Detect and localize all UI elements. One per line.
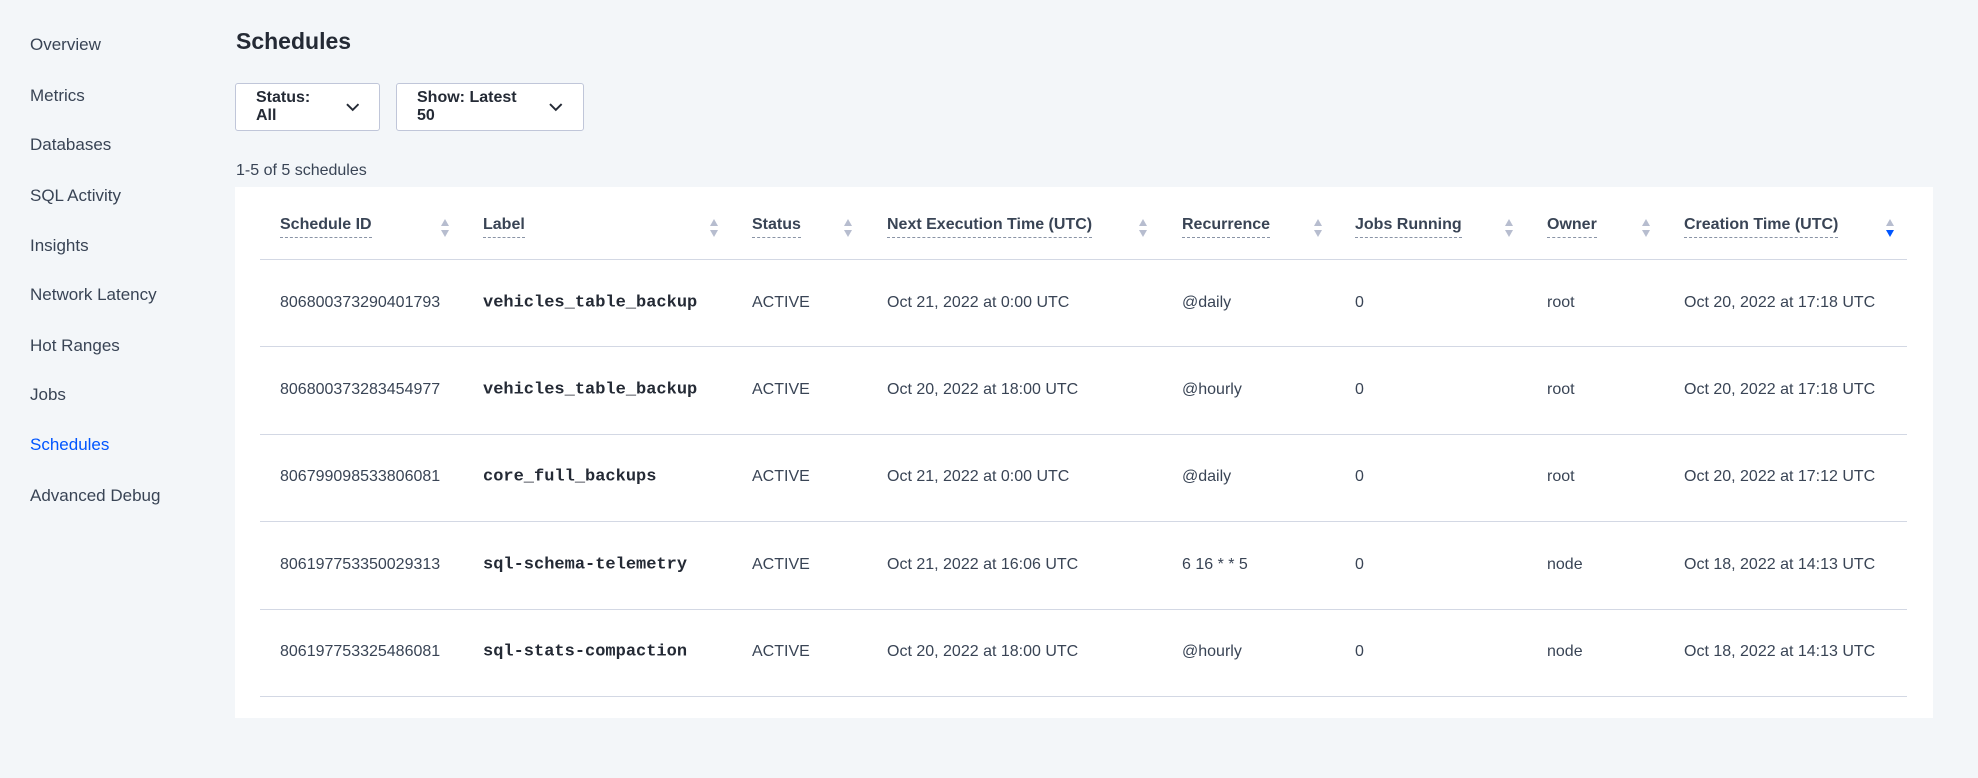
status-cell: ACTIVE <box>752 381 810 398</box>
sort-icon[interactable] <box>1138 217 1148 239</box>
sidebar-item-hot-ranges[interactable]: Hot Ranges <box>30 336 120 355</box>
sidebar-item-insights[interactable]: Insights <box>30 236 89 255</box>
recurrence-cell: @hourly <box>1182 381 1242 398</box>
recurrence-cell: @daily <box>1182 468 1232 485</box>
row-divider <box>260 434 1907 435</box>
sort-icon[interactable] <box>1504 217 1514 239</box>
column-header[interactable]: Label <box>483 216 525 238</box>
label-cell: sql-stats-compaction <box>483 642 688 662</box>
sidebar-item-schedules[interactable]: Schedules <box>30 435 110 454</box>
next-execution-time-cell: Oct 20, 2022 at 18:00 UTC <box>887 643 1079 660</box>
sidebar-item-metrics[interactable]: Metrics <box>30 86 85 105</box>
sidebar-item-sql-activity[interactable]: SQL Activity <box>30 186 122 205</box>
column-header[interactable]: Status <box>752 216 801 238</box>
jobs-running-cell: 0 <box>1355 643 1364 660</box>
creation-time-cell: Oct 18, 2022 at 14:13 UTC <box>1684 643 1876 660</box>
creation-time-cell: Oct 20, 2022 at 17:12 UTC <box>1684 468 1876 485</box>
recurrence-cell: @daily <box>1182 294 1232 311</box>
next-execution-time-cell: Oct 21, 2022 at 0:00 UTC <box>887 468 1070 485</box>
column-header[interactable]: Next Execution Time (UTC) <box>887 216 1093 238</box>
sort-icon[interactable] <box>1885 217 1895 239</box>
column-header[interactable]: Recurrence <box>1182 216 1271 238</box>
next-execution-time-cell: Oct 21, 2022 at 16:06 UTC <box>887 556 1079 573</box>
recurrence-cell: 6 16 * * 5 <box>1182 556 1248 573</box>
column-header[interactable]: Owner <box>1547 216 1597 238</box>
column-header[interactable]: Schedule ID <box>280 216 372 238</box>
sort-icon[interactable] <box>843 217 853 239</box>
chevron-down-icon <box>549 102 563 111</box>
column-header[interactable]: Jobs Running <box>1355 216 1462 238</box>
owner-cell: root <box>1547 468 1575 485</box>
schedule-id-cell[interactable]: 806800373283454977 <box>280 381 441 398</box>
creation-time-cell: Oct 18, 2022 at 14:13 UTC <box>1684 556 1876 573</box>
sidebar-item-databases[interactable]: Databases <box>30 135 112 154</box>
sort-icon[interactable] <box>440 217 450 239</box>
label-cell: vehicles_table_backup <box>483 380 698 400</box>
next-execution-time-cell: Oct 20, 2022 at 18:00 UTC <box>887 381 1079 398</box>
chevron-down-icon <box>345 102 359 111</box>
owner-cell: root <box>1547 381 1575 398</box>
label-cell: core_full_backups <box>483 467 657 487</box>
status-filter-label: Status: All <box>256 89 311 124</box>
status-cell: ACTIVE <box>752 294 810 311</box>
sort-icon[interactable] <box>709 217 719 239</box>
creation-time-cell: Oct 20, 2022 at 17:18 UTC <box>1684 381 1876 398</box>
sidebar-item-jobs[interactable]: Jobs <box>30 385 66 404</box>
owner-cell: node <box>1547 556 1583 573</box>
status-cell: ACTIVE <box>752 468 810 485</box>
owner-cell: node <box>1547 643 1583 660</box>
sidebar-item-advanced-debug[interactable]: Advanced Debug <box>30 486 161 505</box>
label-cell: vehicles_table_backup <box>483 293 698 313</box>
status-cell: ACTIVE <box>752 556 810 573</box>
label-cell: sql-schema-telemetry <box>483 555 688 575</box>
creation-time-cell: Oct 20, 2022 at 17:18 UTC <box>1684 294 1876 311</box>
results-count: 1-5 of 5 schedules <box>236 162 367 179</box>
column-header[interactable]: Creation Time (UTC) <box>1684 216 1839 238</box>
sidebar-item-network-latency[interactable]: Network Latency <box>30 285 157 304</box>
show-filter-dropdown[interactable]: Show: Latest 50 <box>396 83 584 131</box>
sort-icon[interactable] <box>1313 217 1323 239</box>
status-cell: ACTIVE <box>752 643 810 660</box>
jobs-running-cell: 0 <box>1355 556 1364 573</box>
jobs-running-cell: 0 <box>1355 468 1364 485</box>
schedule-id-cell[interactable]: 806799098533806081 <box>280 468 441 485</box>
jobs-running-cell: 0 <box>1355 381 1364 398</box>
schedule-id-cell[interactable]: 806800373290401793 <box>280 294 441 311</box>
schedules-table: Schedule ID Label Status Next Execution Tim… <box>235 187 1933 718</box>
row-divider <box>260 259 1907 260</box>
jobs-running-cell: 0 <box>1355 294 1364 311</box>
owner-cell: root <box>1547 294 1575 311</box>
schedule-id-cell[interactable]: 806197753350029313 <box>280 556 441 573</box>
next-execution-time-cell: Oct 21, 2022 at 0:00 UTC <box>887 294 1070 311</box>
row-divider <box>260 696 1907 697</box>
show-filter-label: Show: Latest 50 <box>417 89 517 124</box>
row-divider <box>260 346 1907 347</box>
status-filter-dropdown[interactable]: Status: All <box>235 83 380 131</box>
sort-icon[interactable] <box>1641 217 1651 239</box>
page-title: Schedules <box>236 28 352 54</box>
schedule-id-cell[interactable]: 806197753325486081 <box>280 643 441 660</box>
sidebar-item-overview[interactable]: Overview <box>30 35 101 54</box>
row-divider <box>260 521 1907 522</box>
row-divider <box>260 609 1907 610</box>
recurrence-cell: @hourly <box>1182 643 1242 660</box>
